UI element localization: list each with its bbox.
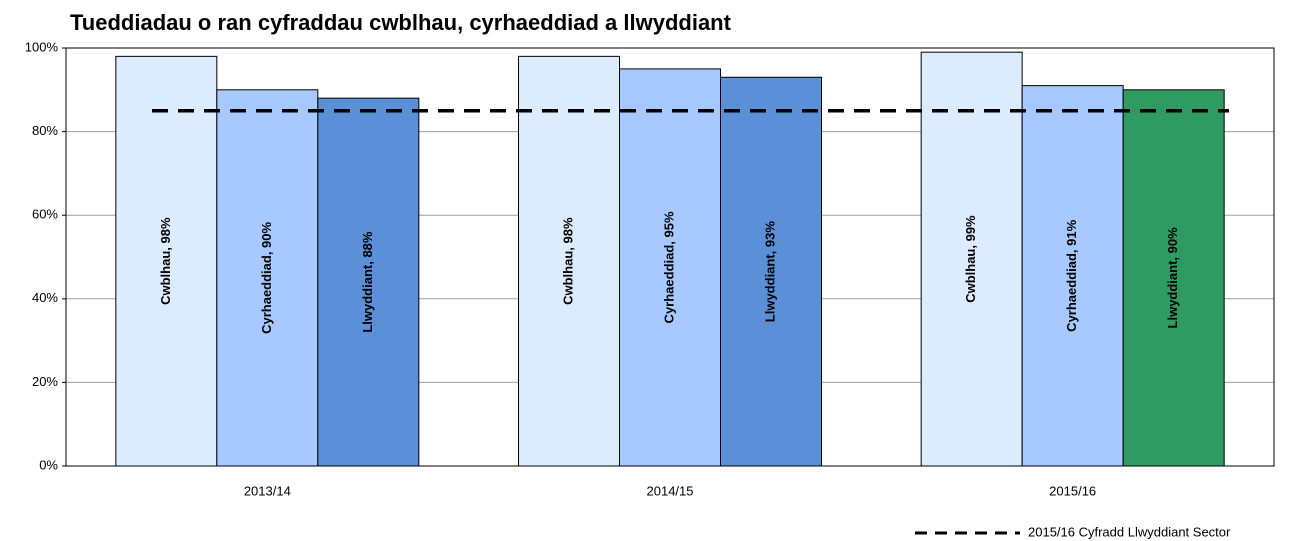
- plot-frame: [65, 47, 1275, 467]
- bar-label: Cwblhau, 99%: [963, 215, 978, 303]
- x-tick-label: 2015/16: [1049, 483, 1096, 498]
- bar: [1021, 85, 1124, 467]
- bar-label: Cwblhau, 98%: [560, 217, 575, 305]
- bar-label: Cyrhaeddiad, 95%: [661, 211, 676, 323]
- bar: [920, 51, 1023, 467]
- y-tick-label: 20%: [32, 374, 58, 389]
- bar: [317, 97, 420, 467]
- bar-label: Cyrhaeddiad, 91%: [1064, 219, 1079, 331]
- y-tick-label: 60%: [32, 207, 58, 222]
- bar-label: Cwblhau, 98%: [158, 217, 173, 305]
- y-tick-label: 40%: [32, 290, 58, 305]
- legend-label: 2015/16 Cyfradd Llwyddiant Sector: [1028, 524, 1231, 539]
- y-tick-label: 0%: [39, 457, 58, 472]
- chart-title: Tueddiadau o ran cyfraddau cwblhau, cyrh…: [70, 10, 732, 35]
- bar: [619, 68, 721, 467]
- x-tick-label: 2014/15: [647, 483, 694, 498]
- bar: [1122, 89, 1225, 467]
- x-tick-label: 2013/14: [244, 483, 291, 498]
- bar: [115, 55, 218, 467]
- y-tick-label: 100%: [25, 39, 59, 54]
- bar-label: Llwyddiant, 90%: [1165, 227, 1180, 329]
- bar-label: Cyrhaeddiad, 90%: [259, 221, 274, 333]
- y-tick-label: 80%: [32, 123, 58, 138]
- bar-label: Llwyddiant, 93%: [762, 221, 777, 323]
- bar: [216, 89, 319, 467]
- bar-label: Llwyddiant, 88%: [360, 231, 375, 333]
- bar: [518, 55, 620, 467]
